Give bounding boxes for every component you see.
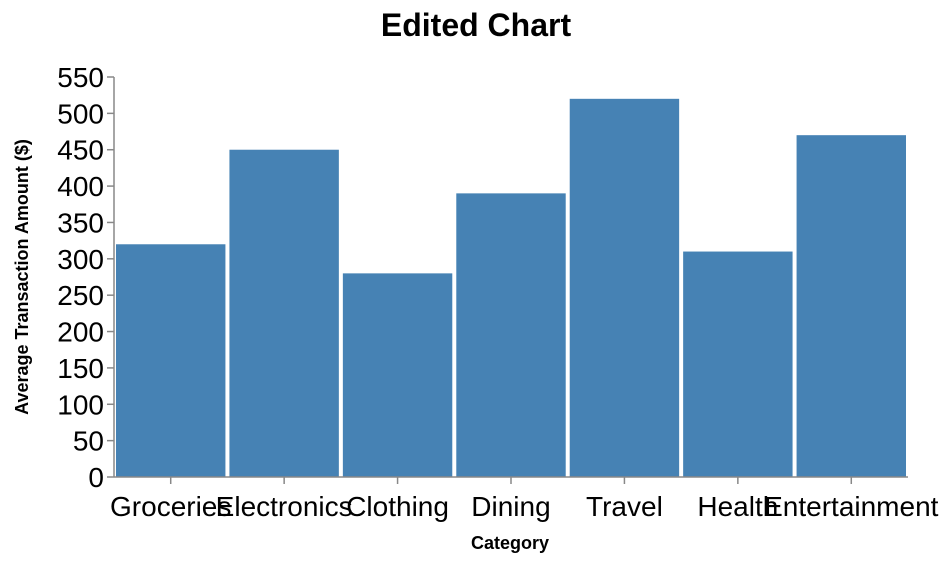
- y-tick-label: 150: [57, 353, 104, 384]
- y-axis-title: Average Transaction Amount ($): [12, 139, 32, 415]
- y-tick-label: 300: [57, 244, 104, 275]
- bar-groceries: [116, 244, 226, 477]
- y-tick-label: 200: [57, 317, 104, 348]
- x-tick-label-groceries: Groceries: [110, 491, 231, 522]
- y-tick-label: 250: [57, 280, 104, 311]
- y-tick-label: 500: [57, 98, 104, 129]
- x-tick-label-travel: Travel: [586, 491, 663, 522]
- x-tick-label-health: Health: [697, 491, 778, 522]
- x-tick-label-clothing: Clothing: [346, 491, 449, 522]
- y-tick-label: 450: [57, 135, 104, 166]
- bar-dining: [456, 193, 566, 477]
- y-tick-label: 400: [57, 171, 104, 202]
- chart-title: Edited Chart: [381, 7, 572, 43]
- y-tick-label: 50: [73, 426, 104, 457]
- bars-group: [116, 98, 906, 478]
- bar-clothing: [342, 273, 453, 477]
- y-tick-label: 100: [57, 389, 104, 420]
- y-tick-label: 350: [57, 207, 104, 238]
- bar-travel: [569, 98, 680, 478]
- bar-health: [683, 251, 793, 477]
- y-tick-label: 550: [57, 62, 104, 93]
- x-tick-label-entertainment: Entertainment: [764, 491, 939, 522]
- x-axis-title: Category: [471, 533, 549, 553]
- bar-electronics: [229, 149, 339, 477]
- y-tick-label: 0: [88, 462, 104, 493]
- x-tick-label-electronics: Electronics: [216, 491, 353, 522]
- bar-entertainment: [796, 135, 906, 477]
- y-axis: 0 50 100 150 200 250 300 350 400 450 500 550: [57, 62, 115, 493]
- x-tick-label-dining: Dining: [471, 491, 550, 522]
